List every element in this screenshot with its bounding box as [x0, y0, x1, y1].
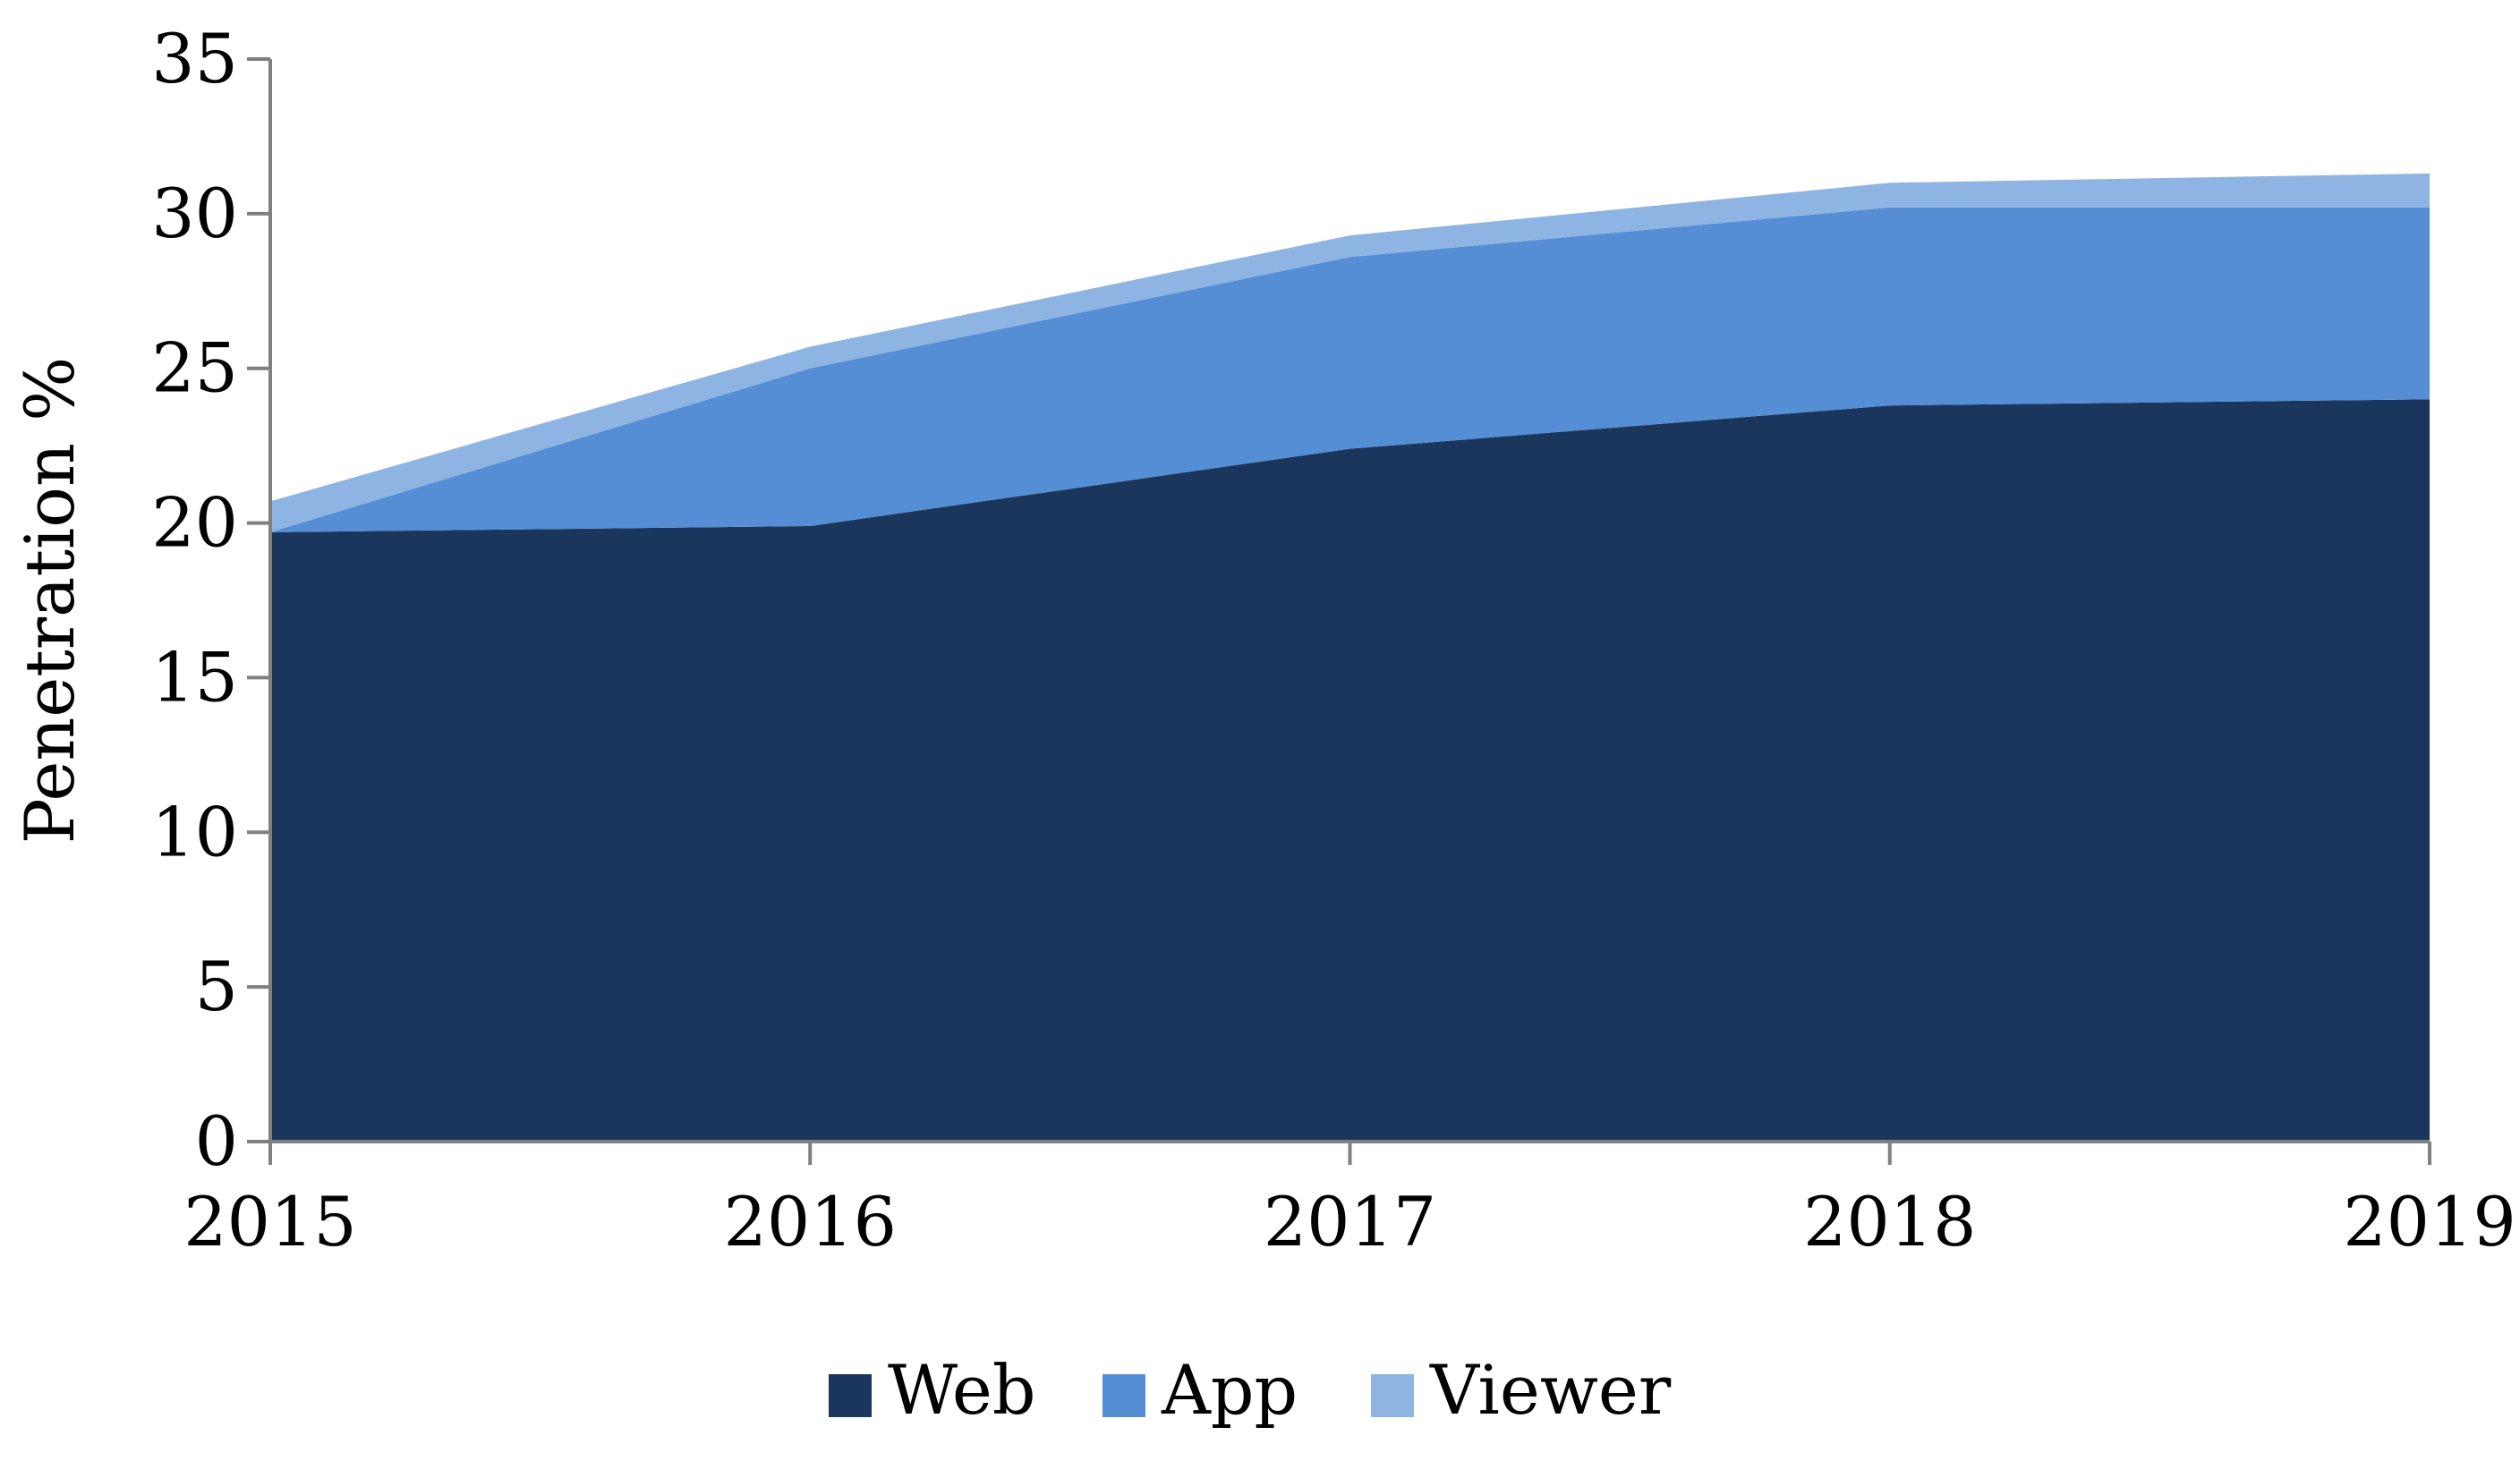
legend-swatch-app: [1102, 1374, 1145, 1417]
areas-layer: [270, 173, 2430, 1142]
legend-label-web: Web: [888, 1350, 1036, 1430]
legend: Web App Viewer: [829, 1350, 1672, 1430]
y-tick-label: 35: [151, 19, 238, 98]
y-tick-label: 5: [195, 947, 238, 1026]
x-tick-label: 2018: [1803, 1182, 1976, 1261]
y-tick-label: 30: [151, 174, 238, 253]
y-tick-label: 15: [151, 637, 238, 717]
legend-swatch-web: [829, 1374, 872, 1417]
y-axis-title: Penetration %: [10, 357, 89, 845]
y-tick-label: 25: [151, 328, 238, 408]
x-tick-label: 2019: [2343, 1182, 2516, 1261]
area-app: [270, 207, 2430, 532]
y-tick-label: 20: [151, 483, 238, 563]
y-tick-label: 10: [151, 792, 238, 871]
x-tick-label: 2015: [183, 1182, 356, 1261]
legend-label-app: App: [1161, 1350, 1298, 1430]
x-tick-label: 2016: [724, 1182, 897, 1261]
y-tick-label: 0: [195, 1101, 238, 1181]
x-axis-ticks: 2015 2016 2017 2018 2019: [183, 1142, 2516, 1261]
x-tick-label: 2017: [1264, 1182, 1436, 1261]
y-axis-ticks: 0 5 10 15 20 25 30 35: [151, 19, 270, 1181]
legend-swatch-viewer: [1371, 1374, 1414, 1417]
legend-label-viewer: Viewer: [1429, 1350, 1672, 1430]
area-web: [270, 399, 2430, 1142]
area-viewer: [270, 173, 2430, 532]
